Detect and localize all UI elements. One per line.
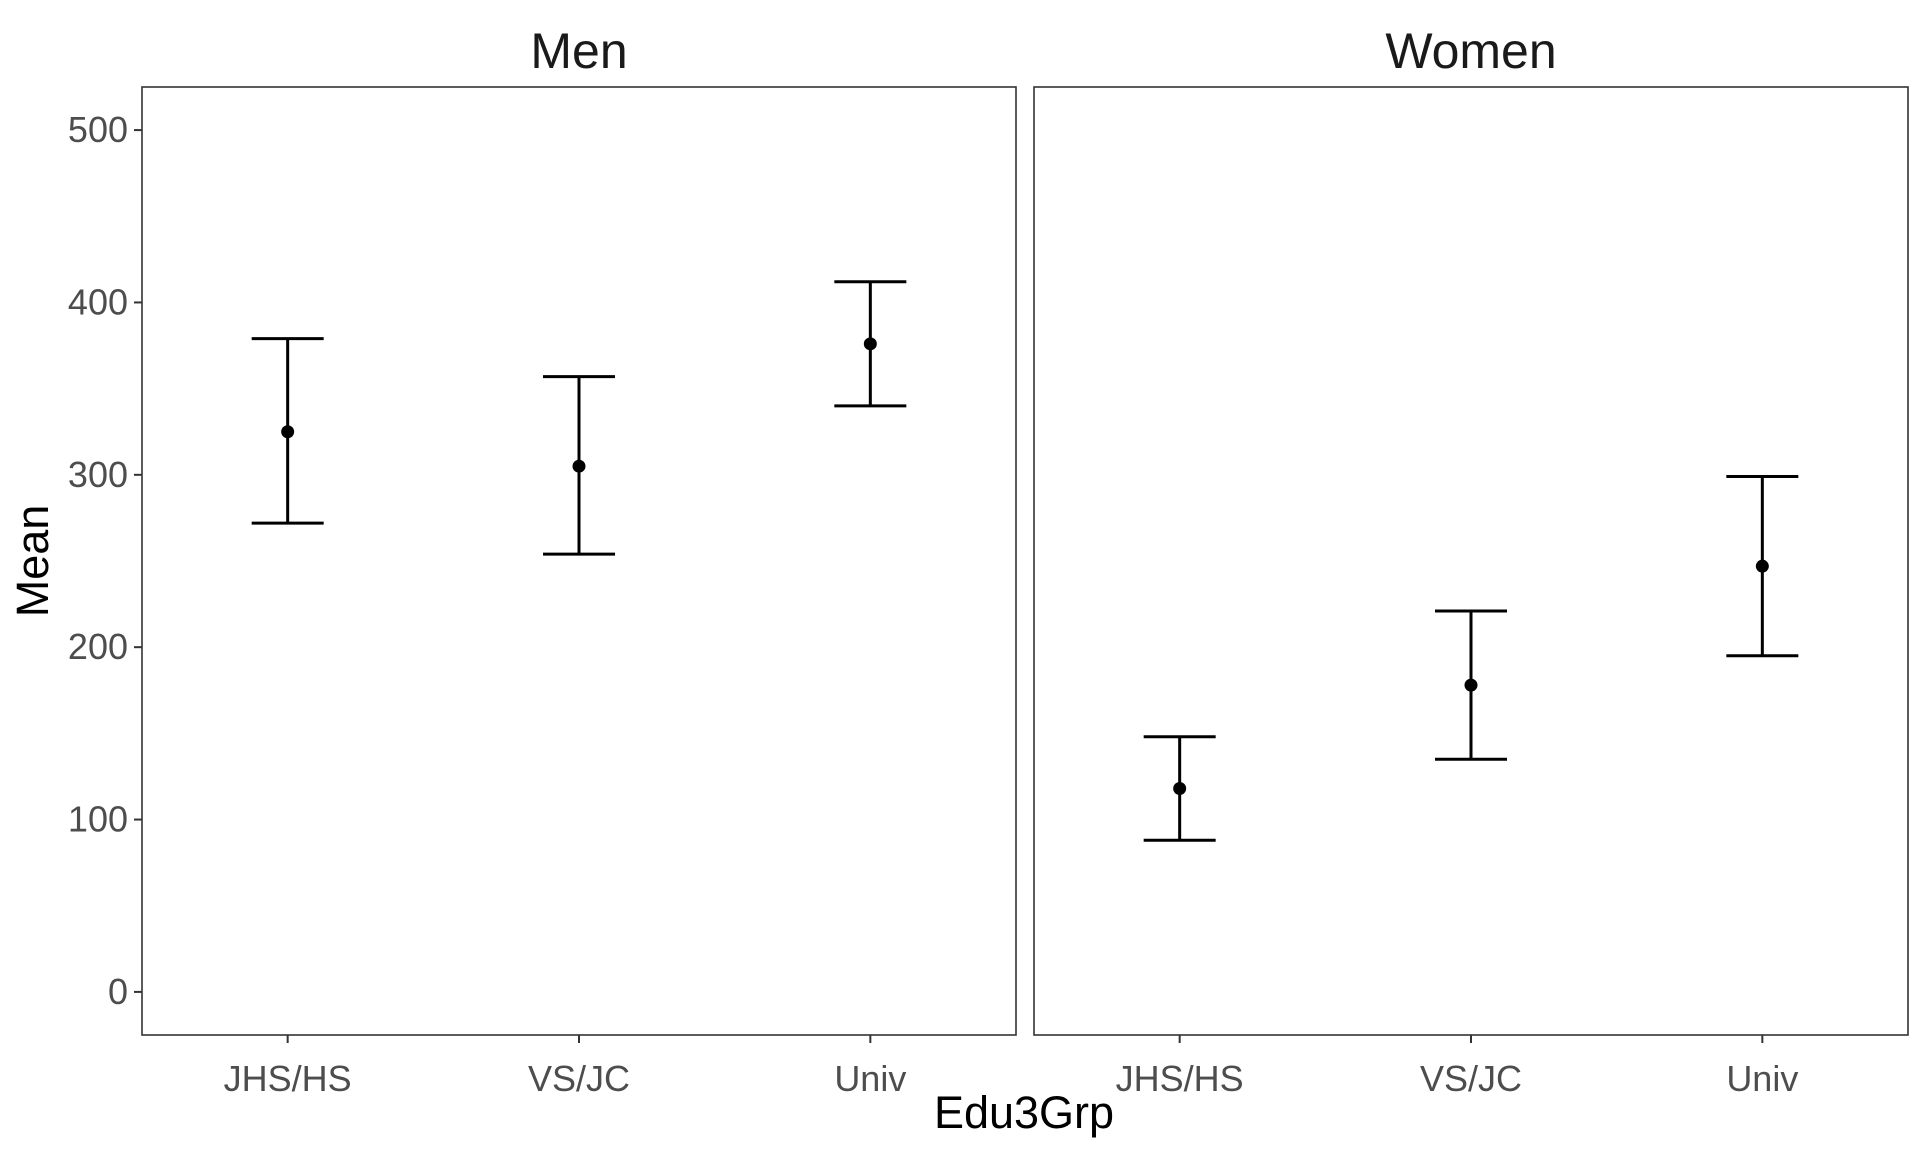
facet-title: Men [530,23,627,79]
x-tick-label: JHS/HS [224,1058,352,1099]
x-tick-label: JHS/HS [1116,1058,1244,1099]
y-tick-label: 500 [68,109,128,150]
x-tick-label: Univ [834,1058,906,1099]
mean-point [1173,782,1187,796]
y-tick-label: 100 [68,799,128,840]
y-tick-label: 300 [68,454,128,495]
mean-point [572,459,586,473]
y-axis: 0 100 200 300 400 500 [68,109,142,1012]
y-tick-label: 400 [68,281,128,322]
mean-point [281,425,295,439]
mean-point [1464,678,1478,692]
facet-panel-men: Men JHS/HS VS/JC Univ [141,23,1017,1099]
x-axis-title: Edu3Grp [934,1087,1114,1138]
facet-title: Women [1385,23,1556,79]
facet-panels: Men JHS/HS VS/JC Univ Women JHS/HS VS/JC Univ [141,23,1909,1099]
y-tick-label: 0 [108,971,128,1012]
mean-point [1755,559,1769,573]
x-tick-label: VS/JC [528,1058,630,1099]
y-tick-label: 200 [68,626,128,667]
y-axis-title: Mean [7,505,58,618]
x-tick-label: Univ [1726,1058,1798,1099]
mean-point [863,337,877,351]
x-tick-label: VS/JC [1420,1058,1522,1099]
facet-panel-women: Women JHS/HS VS/JC Univ [1033,23,1909,1099]
